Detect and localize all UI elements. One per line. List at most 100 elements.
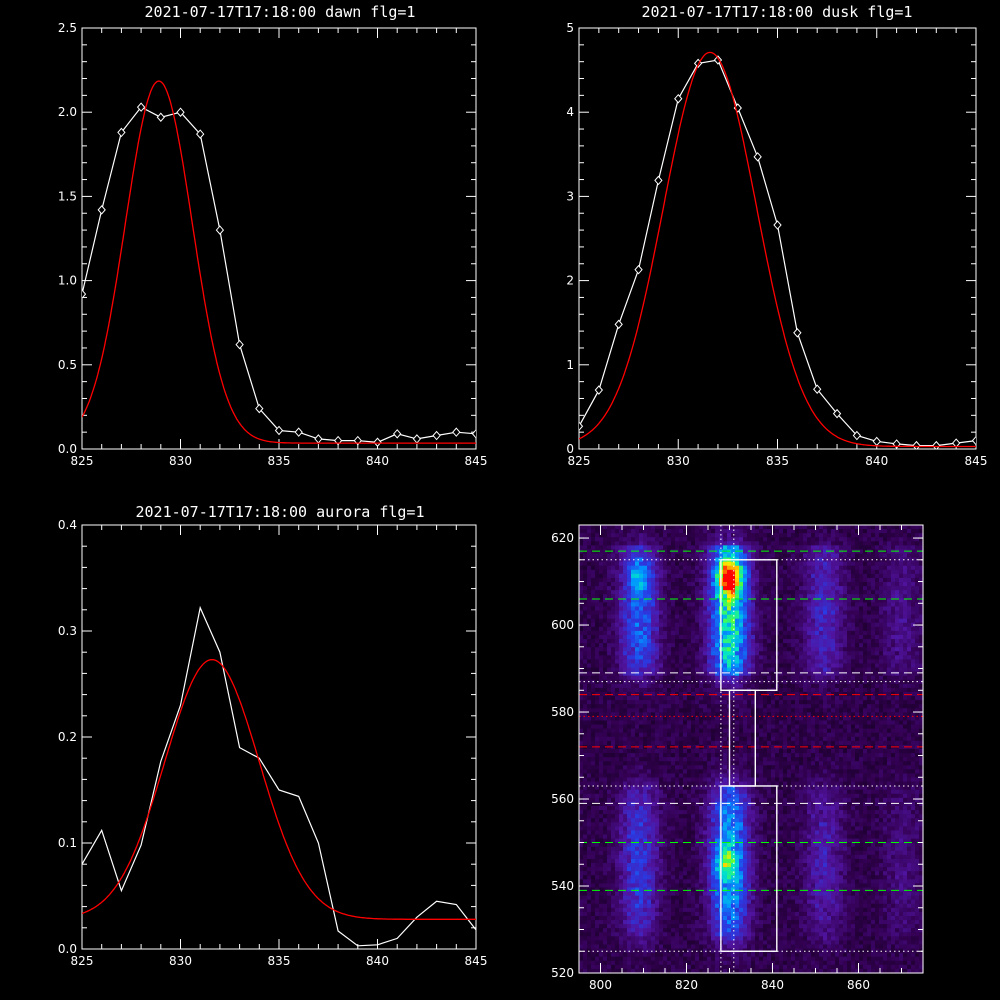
heatmap-cell <box>883 667 888 673</box>
heatmap-cell <box>631 671 636 677</box>
heatmap-cell <box>727 533 732 538</box>
heatmap-cell <box>919 565 924 571</box>
heatmap-cell <box>799 529 804 534</box>
heatmap-cell <box>907 573 912 579</box>
heatmap-cell <box>815 728 820 734</box>
heatmap-cell <box>595 740 600 746</box>
heatmap-cell <box>719 553 724 559</box>
heatmap-cell <box>895 716 900 722</box>
heatmap-cell <box>707 598 712 603</box>
heatmap-cell <box>667 529 672 534</box>
heatmap-cell <box>715 541 720 546</box>
heatmap-cell <box>787 671 792 677</box>
heatmap-cell <box>795 700 800 705</box>
heatmap-cell <box>591 659 596 665</box>
heatmap-cell <box>759 667 764 673</box>
heatmap-cell <box>663 700 668 705</box>
heatmap-cell <box>631 659 636 665</box>
heatmap-cell <box>615 525 620 530</box>
heatmap-cell <box>619 529 624 534</box>
heatmap-cell <box>919 590 924 595</box>
heatmap-cell <box>879 618 884 624</box>
heatmap-cell <box>747 549 752 555</box>
heatmap-cell <box>623 708 628 713</box>
heatmap-cell <box>799 712 804 718</box>
heatmap-cell <box>859 590 864 595</box>
heatmap-cell <box>679 687 684 693</box>
heatmap-cell <box>895 671 900 677</box>
heatmap-cell <box>735 545 740 551</box>
heatmap-cell <box>735 647 740 652</box>
heatmap-cell <box>767 651 772 656</box>
heatmap-cell <box>903 732 908 738</box>
heatmap-cell <box>831 598 836 603</box>
aurora-x-tick-label: 845 <box>465 954 488 968</box>
heatmap-cell <box>599 724 604 730</box>
heatmap-cell <box>895 626 900 632</box>
heatmap-cell <box>619 671 624 677</box>
heatmap-cell <box>899 732 904 738</box>
heatmap-cell <box>815 602 820 608</box>
heatmap-cell <box>915 639 920 644</box>
heatmap-cell <box>623 561 628 567</box>
heatmap-cell <box>883 724 888 730</box>
heatmap-cell <box>667 598 672 603</box>
heatmap-cell <box>699 594 704 599</box>
heatmap-cell <box>707 549 712 555</box>
heatmap-cell <box>723 582 728 587</box>
heatmap-cell <box>707 626 712 632</box>
heatmap-cell <box>859 671 864 677</box>
heatmap-cell <box>691 590 696 595</box>
heatmap-cell <box>675 659 680 665</box>
heatmap-cell <box>687 663 692 669</box>
heatmap-cell <box>767 740 772 746</box>
heatmap-cell <box>767 594 772 599</box>
heatmap-cell <box>755 582 760 587</box>
heatmap-cell <box>695 618 700 624</box>
heatmap-cell <box>663 647 668 652</box>
heatmap-cell <box>771 529 776 534</box>
heatmap-cell <box>631 529 636 534</box>
heatmap-cell <box>663 675 668 681</box>
heatmap-cell <box>767 655 772 660</box>
heatmap-cell <box>699 569 704 575</box>
heatmap-cell <box>899 647 904 652</box>
heatmap-cell <box>667 704 672 709</box>
heatmap-cell <box>583 610 588 616</box>
heatmap-cell <box>815 569 820 575</box>
heatmap-cell <box>667 691 672 697</box>
heatmap-cell <box>655 525 660 530</box>
heatmap-cell <box>599 687 604 693</box>
heatmap-cell <box>755 724 760 730</box>
heatmap-cell <box>631 643 636 648</box>
heatmap-cell <box>859 704 864 709</box>
heatmap-cell <box>779 634 784 640</box>
heatmap-cell <box>659 618 664 624</box>
heatmap-cell <box>619 557 624 563</box>
heatmap-cell <box>647 671 652 677</box>
heatmap-cell <box>651 565 656 571</box>
heatmap-cell <box>867 679 872 685</box>
heatmap-cell <box>591 569 596 575</box>
heatmap-cell <box>587 553 592 559</box>
heatmap-cell <box>583 740 588 746</box>
heatmap-cell <box>771 622 776 628</box>
heatmap-cell <box>879 598 884 603</box>
heatmap-cell <box>667 671 672 677</box>
heatmap-cell <box>687 529 692 534</box>
heatmap-cell <box>879 569 884 575</box>
heatmap-cell <box>739 545 744 551</box>
heatmap-cell <box>747 736 752 742</box>
heatmap-cell <box>767 736 772 742</box>
heatmap-cell <box>707 712 712 718</box>
heatmap-cell <box>915 655 920 660</box>
heatmap-cell <box>907 667 912 673</box>
heatmap-cell <box>851 626 856 632</box>
heatmap-cell <box>823 557 828 563</box>
heatmap-cell <box>779 533 784 538</box>
heatmap-cell <box>791 553 796 559</box>
heatmap-cell <box>815 606 820 612</box>
heatmap-cell <box>791 655 796 660</box>
heatmap-cell <box>647 549 652 555</box>
dawn-data-point <box>136 102 146 112</box>
